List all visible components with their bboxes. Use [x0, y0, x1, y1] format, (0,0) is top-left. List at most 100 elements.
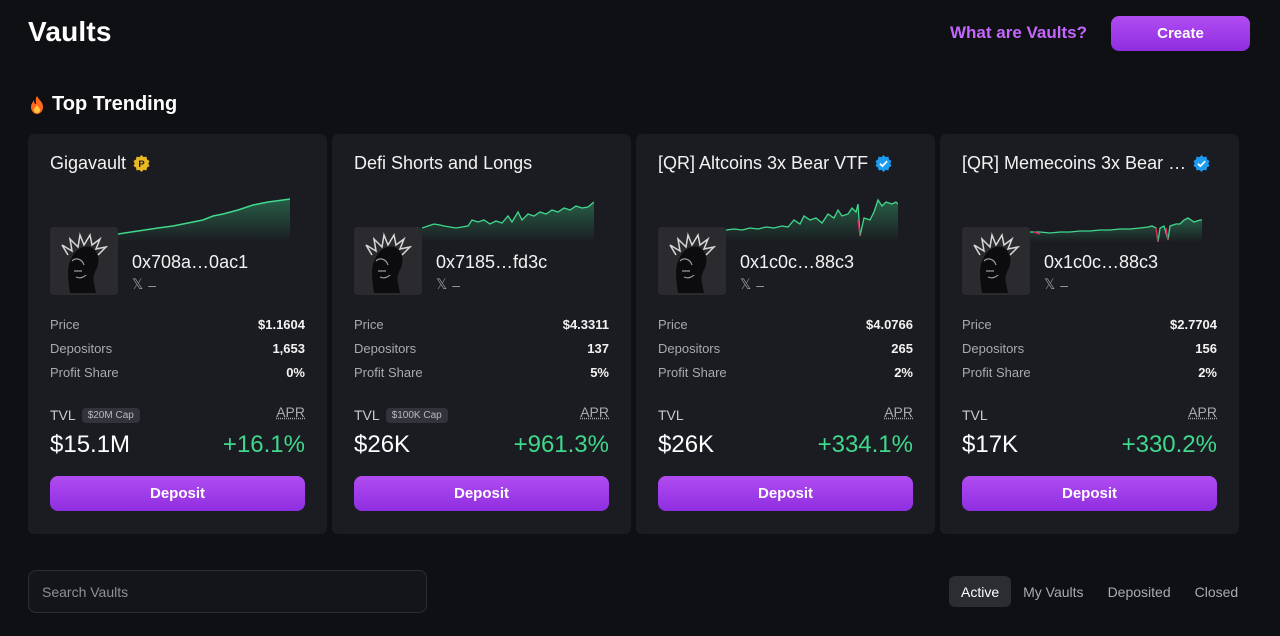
tvl-label: TVL	[658, 407, 684, 423]
fire-icon	[31, 95, 43, 114]
price-value: $4.3311	[562, 317, 609, 332]
profit-share-row: Profit Share 2%	[658, 365, 913, 380]
avatar	[962, 227, 1030, 295]
vault-title: [QR] Memecoins 3x Bear …	[962, 153, 1210, 174]
vault-title-label: [QR] Altcoins 3x Bear VTF	[658, 153, 869, 173]
depositors-row: Depositors 265	[658, 341, 913, 356]
apr-label[interactable]: APR	[1188, 404, 1217, 420]
profit-share-label: Profit Share	[962, 365, 1031, 380]
depositors-label: Depositors	[962, 341, 1025, 356]
price-value: $2.7704	[1170, 317, 1217, 332]
social-handle: –	[756, 276, 765, 293]
vault-title-label: Gigavault	[50, 153, 127, 173]
tvl-label-text: TVL	[962, 407, 988, 423]
section-title: Top Trending	[28, 93, 177, 116]
tvl-label: TVL $20M Cap	[50, 407, 140, 423]
page-title: Vaults	[28, 16, 112, 47]
price-label: Price	[658, 317, 688, 332]
tab-deposited[interactable]: Deposited	[1107, 583, 1171, 600]
apr-label[interactable]: APR	[884, 404, 913, 420]
social-link[interactable]: 𝕏 –	[436, 276, 460, 293]
x-logo-icon: 𝕏	[1044, 276, 1056, 292]
avatar	[354, 227, 422, 295]
vault-title-label: [QR] Memecoins 3x Bear …	[962, 153, 1187, 173]
deposit-button[interactable]: Deposit	[50, 476, 305, 511]
vault-title: [QR] Altcoins 3x Bear VTF	[658, 153, 892, 174]
cap-badge: $100K Cap	[385, 407, 448, 423]
sparkline-chart	[726, 198, 898, 242]
apr-value: +16.1%	[222, 431, 305, 458]
vault-address[interactable]: 0x7185…fd3c	[436, 252, 548, 272]
social-handle: –	[1060, 276, 1069, 293]
price-label: Price	[50, 317, 80, 332]
search-input[interactable]	[28, 570, 427, 613]
depositors-row: Depositors 137	[354, 341, 609, 356]
tvl-label-text: TVL	[354, 407, 380, 423]
depositors-value: 156	[1195, 341, 1217, 356]
verified-badge-icon	[1193, 155, 1210, 172]
price-value: $4.0766	[866, 317, 913, 332]
depositors-value: 137	[587, 341, 609, 356]
sparkline-chart	[1030, 217, 1202, 242]
vault-title: Gigavault P	[50, 153, 150, 174]
apr-value: +330.2%	[1121, 431, 1217, 458]
create-button[interactable]: Create	[1111, 16, 1250, 51]
x-logo-icon: 𝕏	[132, 276, 144, 292]
depositors-value: 265	[891, 341, 913, 356]
social-handle: –	[148, 276, 157, 293]
vault-title: Defi Shorts and Longs	[354, 153, 532, 174]
profit-share-label: Profit Share	[354, 365, 423, 380]
deposit-button[interactable]: Deposit	[658, 476, 913, 511]
vault-title-label: Defi Shorts and Longs	[354, 153, 533, 173]
cap-badge: $20M Cap	[81, 407, 140, 423]
apr-label[interactable]: APR	[580, 404, 609, 420]
price-value: $1.1604	[258, 317, 305, 332]
profit-share-value: 2%	[1198, 365, 1217, 380]
depositors-row: Depositors 1,653	[50, 341, 305, 356]
social-link[interactable]: 𝕏 –	[132, 276, 156, 293]
svg-text:P: P	[138, 159, 144, 170]
depositors-label: Depositors	[658, 341, 721, 356]
profit-share-value: 5%	[590, 365, 609, 380]
sparkline-chart	[118, 198, 290, 242]
profit-share-label: Profit Share	[50, 365, 119, 380]
verified-badge-icon	[875, 155, 892, 172]
profit-share-value: 0%	[286, 365, 305, 380]
tab-active[interactable]: Active	[949, 576, 1012, 607]
gold-p-badge-icon: P	[133, 155, 150, 172]
avatar	[658, 227, 726, 295]
profit-share-row: Profit Share 0%	[50, 365, 305, 380]
vault-card[interactable]: Defi Shorts and Longs 0x7185…fd3c 𝕏 – Pri…	[332, 134, 631, 534]
filter-tabs: Active My Vaults Deposited Closed	[949, 576, 1250, 607]
tvl-value: $26K	[354, 431, 411, 458]
tvl-value: $15.1M	[50, 431, 131, 458]
social-link[interactable]: 𝕏 –	[1044, 276, 1068, 293]
depositors-value: 1,653	[272, 341, 305, 356]
social-link[interactable]: 𝕏 –	[740, 276, 764, 293]
tvl-value: $17K	[962, 431, 1019, 458]
x-logo-icon: 𝕏	[740, 276, 752, 292]
tvl-label: TVL	[962, 407, 988, 423]
apr-label[interactable]: APR	[276, 404, 305, 420]
x-logo-icon: 𝕏	[436, 276, 448, 292]
vault-card[interactable]: [QR] Memecoins 3x Bear … 0x1c0c…88c3 𝕏 –	[940, 134, 1239, 534]
what-are-vaults-link[interactable]: What are Vaults?	[950, 23, 1087, 42]
vault-address[interactable]: 0x1c0c…88c3	[1044, 252, 1159, 272]
price-label: Price	[354, 317, 384, 332]
profit-share-value: 2%	[894, 365, 913, 380]
vault-card[interactable]: Gigavault P 0x708a…0ac1 𝕏 – Price $1.1604 …	[28, 134, 327, 534]
tvl-label-text: TVL	[658, 407, 684, 423]
vault-address[interactable]: 0x1c0c…88c3	[740, 252, 855, 272]
apr-value: +961.3%	[513, 431, 609, 458]
profit-share-row: Profit Share 2%	[962, 365, 1217, 380]
deposit-button[interactable]: Deposit	[962, 476, 1217, 511]
price-row: Price $1.1604	[50, 317, 305, 332]
tvl-value: $26K	[658, 431, 715, 458]
tvl-label: TVL $100K Cap	[354, 407, 448, 423]
vault-address[interactable]: 0x708a…0ac1	[132, 252, 249, 272]
vault-card[interactable]: [QR] Altcoins 3x Bear VTF 0x1c0c…88c3 𝕏 –…	[636, 134, 935, 534]
tab-closed[interactable]: Closed	[1194, 583, 1239, 600]
tab-my-vaults[interactable]: My Vaults	[1023, 583, 1084, 600]
deposit-button[interactable]: Deposit	[354, 476, 609, 511]
profit-share-label: Profit Share	[658, 365, 727, 380]
